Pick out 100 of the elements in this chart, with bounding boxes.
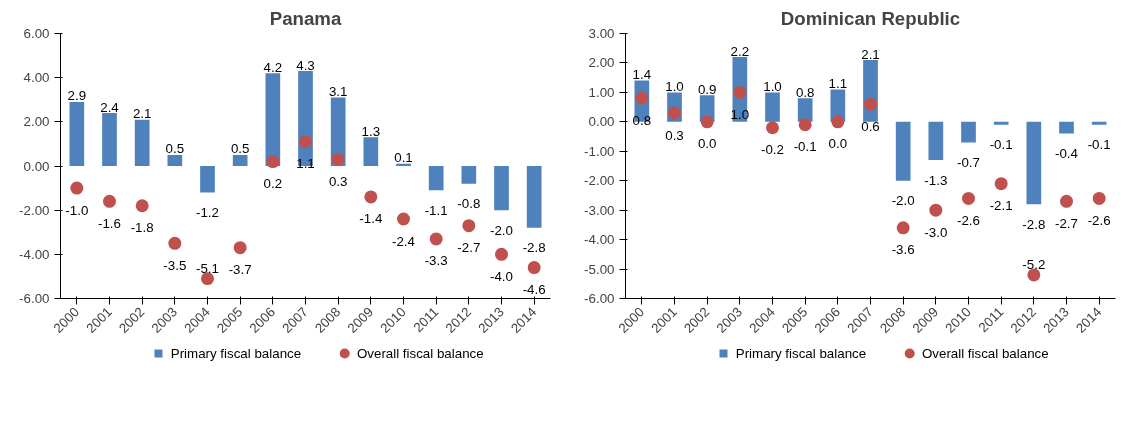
data-label: -3.0 [924,224,948,240]
data-label: -5.1 [196,261,219,277]
y-tick-label: 1.00 [588,84,615,100]
data-label: 2.1 [132,106,152,122]
data-label: -2.1 [989,198,1013,214]
data-label: 3.1 [328,84,348,100]
point [331,152,345,166]
y-tick-label: -1.00 [584,143,615,159]
point [462,219,476,233]
y-tick-label: -4.00 [19,246,50,262]
point [233,241,247,255]
y-tick-label: -6.00 [19,291,50,306]
bar [102,113,117,166]
data-label: -3.6 [891,242,915,258]
bar [1059,121,1074,134]
data-label: -0.8 [457,196,481,212]
data-label: -1.8 [130,220,154,236]
data-label: -3.7 [228,262,252,278]
chart-title: Dominican Republic [780,7,961,29]
legend-label: Overall fiscal balance [356,346,484,361]
bar [928,121,944,161]
data-label: -1.1 [424,202,448,218]
data-label: 0.2 [263,176,283,192]
point [994,177,1008,191]
point [929,203,943,217]
data-label: -3.5 [163,257,187,273]
point [266,155,280,169]
bar [797,98,813,122]
point [495,247,508,261]
bar [265,73,281,166]
y-tick-label: 4.00 [23,70,50,86]
data-label: -3.3 [424,253,448,269]
point [299,135,312,149]
bar [494,166,509,211]
bar [461,166,477,184]
data-label: -2.4 [392,233,416,249]
point [766,121,779,135]
y-tick-label: 2.00 [23,114,50,130]
y-tick-label: -2.00 [19,202,50,218]
point [864,97,877,111]
bar [200,166,215,193]
data-label: 1.4 [632,67,652,83]
point [397,212,410,226]
bar [167,154,183,166]
data-label: 0.0 [828,136,848,152]
point [1027,268,1041,282]
point [896,221,910,235]
data-label: -1.4 [359,211,383,227]
data-label: -0.4 [1055,146,1079,162]
data-label: 0.9 [697,81,717,97]
data-label: -2.7 [1055,215,1078,231]
data-label: -2.8 [522,240,546,256]
data-label: -2.8 [1022,216,1046,232]
bar [232,154,248,166]
data-label: 0.3 [328,173,348,189]
data-label: 0.3 [665,127,684,143]
data-label: -1.0 [65,202,89,218]
data-label: -2.0 [891,193,915,209]
data-label: -2.7 [457,240,481,256]
data-label: 0.5 [230,141,250,157]
point [1060,194,1073,208]
legend-label: Primary fiscal balance [735,346,867,361]
point [700,115,714,129]
point [201,272,214,286]
data-label: -0.1 [1087,137,1111,153]
point [135,199,149,213]
data-label: -0.1 [989,137,1013,153]
y-tick-label: 2.00 [588,55,615,71]
data-label: -2.6 [957,212,980,228]
data-label: -5.2 [1022,257,1046,273]
chart-title: Panama [269,7,342,29]
bar [961,121,976,143]
data-label: -0.7 [957,154,980,170]
point [1092,191,1106,205]
point [798,118,812,132]
data-label: -2.6 [1087,212,1111,228]
data-label: -0.2 [761,142,784,158]
data-label: -4.0 [490,268,513,284]
bar [1091,121,1107,125]
data-label: -2.0 [490,222,513,238]
point [962,191,975,205]
data-label: 0.6 [861,118,880,134]
point [168,236,182,250]
y-tick-label: -6.00 [584,291,615,306]
bar [396,163,411,166]
point [70,181,84,195]
point [103,194,116,208]
data-label: -4.6 [522,282,546,298]
bar [1026,121,1042,205]
data-label: 2.1 [861,46,880,62]
data-label: 1.3 [361,123,381,139]
data-label: 0.5 [165,141,185,157]
point [429,232,443,246]
bar [895,121,911,181]
data-label: 0.8 [795,84,815,100]
point [733,85,747,99]
y-tick-label: -5.00 [584,261,615,277]
point [831,115,845,129]
y-tick-label: 0.00 [588,114,615,130]
bar [363,137,379,166]
